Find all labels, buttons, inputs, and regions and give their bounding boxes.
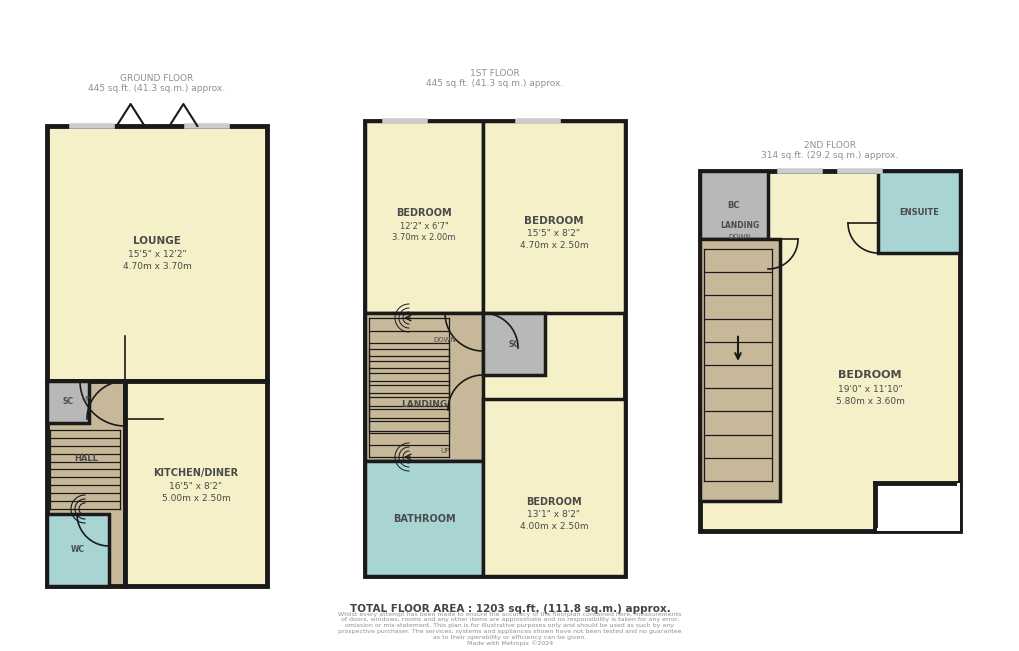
Text: LANDING: LANDING <box>719 221 759 230</box>
Bar <box>483 399 625 576</box>
Text: BEDROOM: BEDROOM <box>395 208 451 218</box>
Text: BEDROOM: BEDROOM <box>526 497 581 506</box>
Bar <box>483 121 625 313</box>
Bar <box>47 381 89 423</box>
Text: 15'5" x 12'2": 15'5" x 12'2" <box>127 250 186 259</box>
Text: KITCHEN/DINER: KITCHEN/DINER <box>153 468 238 478</box>
Bar <box>483 313 544 375</box>
Bar <box>365 313 483 461</box>
Text: TOTAL FLOOR AREA : 1203 sq.ft. (111.8 sq.m.) approx.: TOTAL FLOOR AREA : 1203 sq.ft. (111.8 sq… <box>350 604 669 614</box>
Bar <box>365 121 625 576</box>
Text: BC: BC <box>727 201 740 210</box>
Text: BEDROOM: BEDROOM <box>838 370 901 380</box>
Text: 12'2" x 6'7": 12'2" x 6'7" <box>399 221 448 230</box>
Text: HALL: HALL <box>74 454 98 464</box>
Text: SC: SC <box>62 398 73 406</box>
Text: DOWN: DOWN <box>433 337 455 342</box>
Text: 4.70m x 3.70m: 4.70m x 3.70m <box>122 262 192 271</box>
Text: 1ST FLOOR
445 sq.ft. (41.3 sq.m.) approx.: 1ST FLOOR 445 sq.ft. (41.3 sq.m.) approx… <box>426 69 564 89</box>
Text: UP: UP <box>82 396 91 402</box>
Text: 2ND FLOOR
314 sq.ft. (29.2 sq.m.) approx.: 2ND FLOOR 314 sq.ft. (29.2 sq.m.) approx… <box>760 141 898 160</box>
Text: ENSUITE: ENSUITE <box>898 208 938 217</box>
Text: LOUNGE: LOUNGE <box>132 236 180 245</box>
Text: 16'5" x 8'2": 16'5" x 8'2" <box>169 482 222 491</box>
Text: LANDING: LANDING <box>400 400 446 409</box>
Text: 3.70m x 2.00m: 3.70m x 2.00m <box>392 232 455 242</box>
Text: WC: WC <box>71 546 85 555</box>
Bar <box>699 171 959 531</box>
Text: GROUND FLOOR
445 sq.ft. (41.3 sq.m.) approx.: GROUND FLOOR 445 sq.ft. (41.3 sq.m.) app… <box>89 74 225 93</box>
Bar <box>365 121 483 313</box>
Text: 4.00m x 2.50m: 4.00m x 2.50m <box>519 522 588 531</box>
Bar <box>47 126 267 381</box>
Text: Whilst every attempt has been made to ensure the accuracy of the floorplan conta: Whilst every attempt has been made to en… <box>338 612 681 646</box>
Bar <box>699 239 780 501</box>
Bar <box>874 483 959 531</box>
Bar <box>956 483 959 531</box>
Bar <box>125 381 267 586</box>
Bar <box>699 171 767 239</box>
Text: SC: SC <box>508 340 519 348</box>
Text: 5.00m x 2.50m: 5.00m x 2.50m <box>161 493 230 503</box>
Text: 15'5" x 8'2": 15'5" x 8'2" <box>527 229 580 238</box>
Text: 13'1" x 8'2": 13'1" x 8'2" <box>527 510 580 519</box>
Bar <box>47 381 125 586</box>
Bar <box>365 461 483 576</box>
Text: UP: UP <box>440 448 449 454</box>
Text: 5.80m x 3.60m: 5.80m x 3.60m <box>835 398 904 406</box>
Bar <box>876 528 959 531</box>
Text: BATHROOM: BATHROOM <box>392 514 454 523</box>
Bar <box>47 514 109 586</box>
Text: DOWN: DOWN <box>728 234 751 240</box>
Text: 19'0" x 11'10": 19'0" x 11'10" <box>837 385 902 393</box>
Bar <box>877 171 959 253</box>
Text: BEDROOM: BEDROOM <box>524 216 583 226</box>
Text: 4.70m x 2.50m: 4.70m x 2.50m <box>519 242 588 251</box>
